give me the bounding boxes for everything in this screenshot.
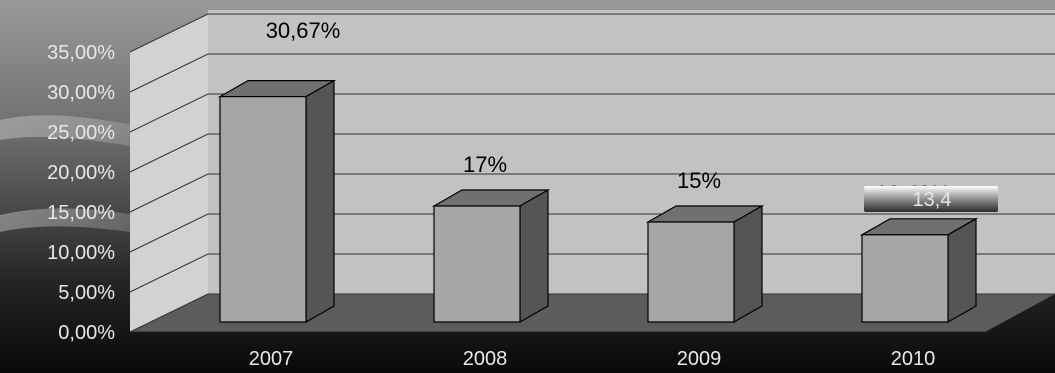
bar-2009 [645, 204, 765, 324]
annotation-badge [864, 186, 998, 212]
y-tick-label: 20,00% [47, 162, 115, 184]
gridline [129, 93, 1055, 133]
data-label: 30,67% [266, 18, 341, 43]
x-tick-label: 2008 [463, 348, 508, 370]
bar-side [733, 204, 763, 324]
gridline [129, 253, 1055, 293]
y-tick-label: 0,00% [58, 322, 115, 344]
y-tick-label: 10,00% [47, 242, 115, 264]
data-label: 15% [677, 168, 721, 193]
bar-2010 [859, 217, 979, 324]
data-label: 17% [463, 152, 507, 177]
y-tick-label: 25,00% [47, 122, 115, 144]
y-tick-label: 5,00% [58, 282, 115, 304]
annotation-text: 13,4 [913, 189, 952, 211]
bar-2007 [217, 79, 337, 324]
chart-labels: 0,00% 5,00% 10,00% 15,00% 20,00% 25,00% 30,00%… [47, 18, 998, 370]
bar-front [433, 205, 521, 323]
bar-front [861, 234, 949, 323]
bar-2008 [431, 188, 551, 324]
y-tick-label: 35,00% [47, 42, 115, 64]
bar-side [947, 217, 977, 324]
bar-front [647, 221, 735, 323]
gridline [129, 13, 1055, 53]
gridline [129, 213, 1055, 253]
bar-front [219, 96, 307, 323]
gridline [129, 293, 1055, 333]
floor [130, 294, 1055, 332]
x-tick-label: 2010 [891, 348, 936, 370]
y-tick-label: 15,00% [47, 202, 115, 224]
plot-area [129, 10, 1055, 333]
gridline [129, 173, 1055, 213]
bar-side [519, 188, 549, 324]
gridline [129, 133, 1055, 173]
x-tick-label: 2007 [249, 348, 294, 370]
gridline [129, 53, 1055, 93]
side-wall [130, 14, 208, 332]
y-tick-label: 30,00% [47, 82, 115, 104]
x-tick-label: 2009 [677, 348, 722, 370]
bar-side [305, 79, 335, 324]
